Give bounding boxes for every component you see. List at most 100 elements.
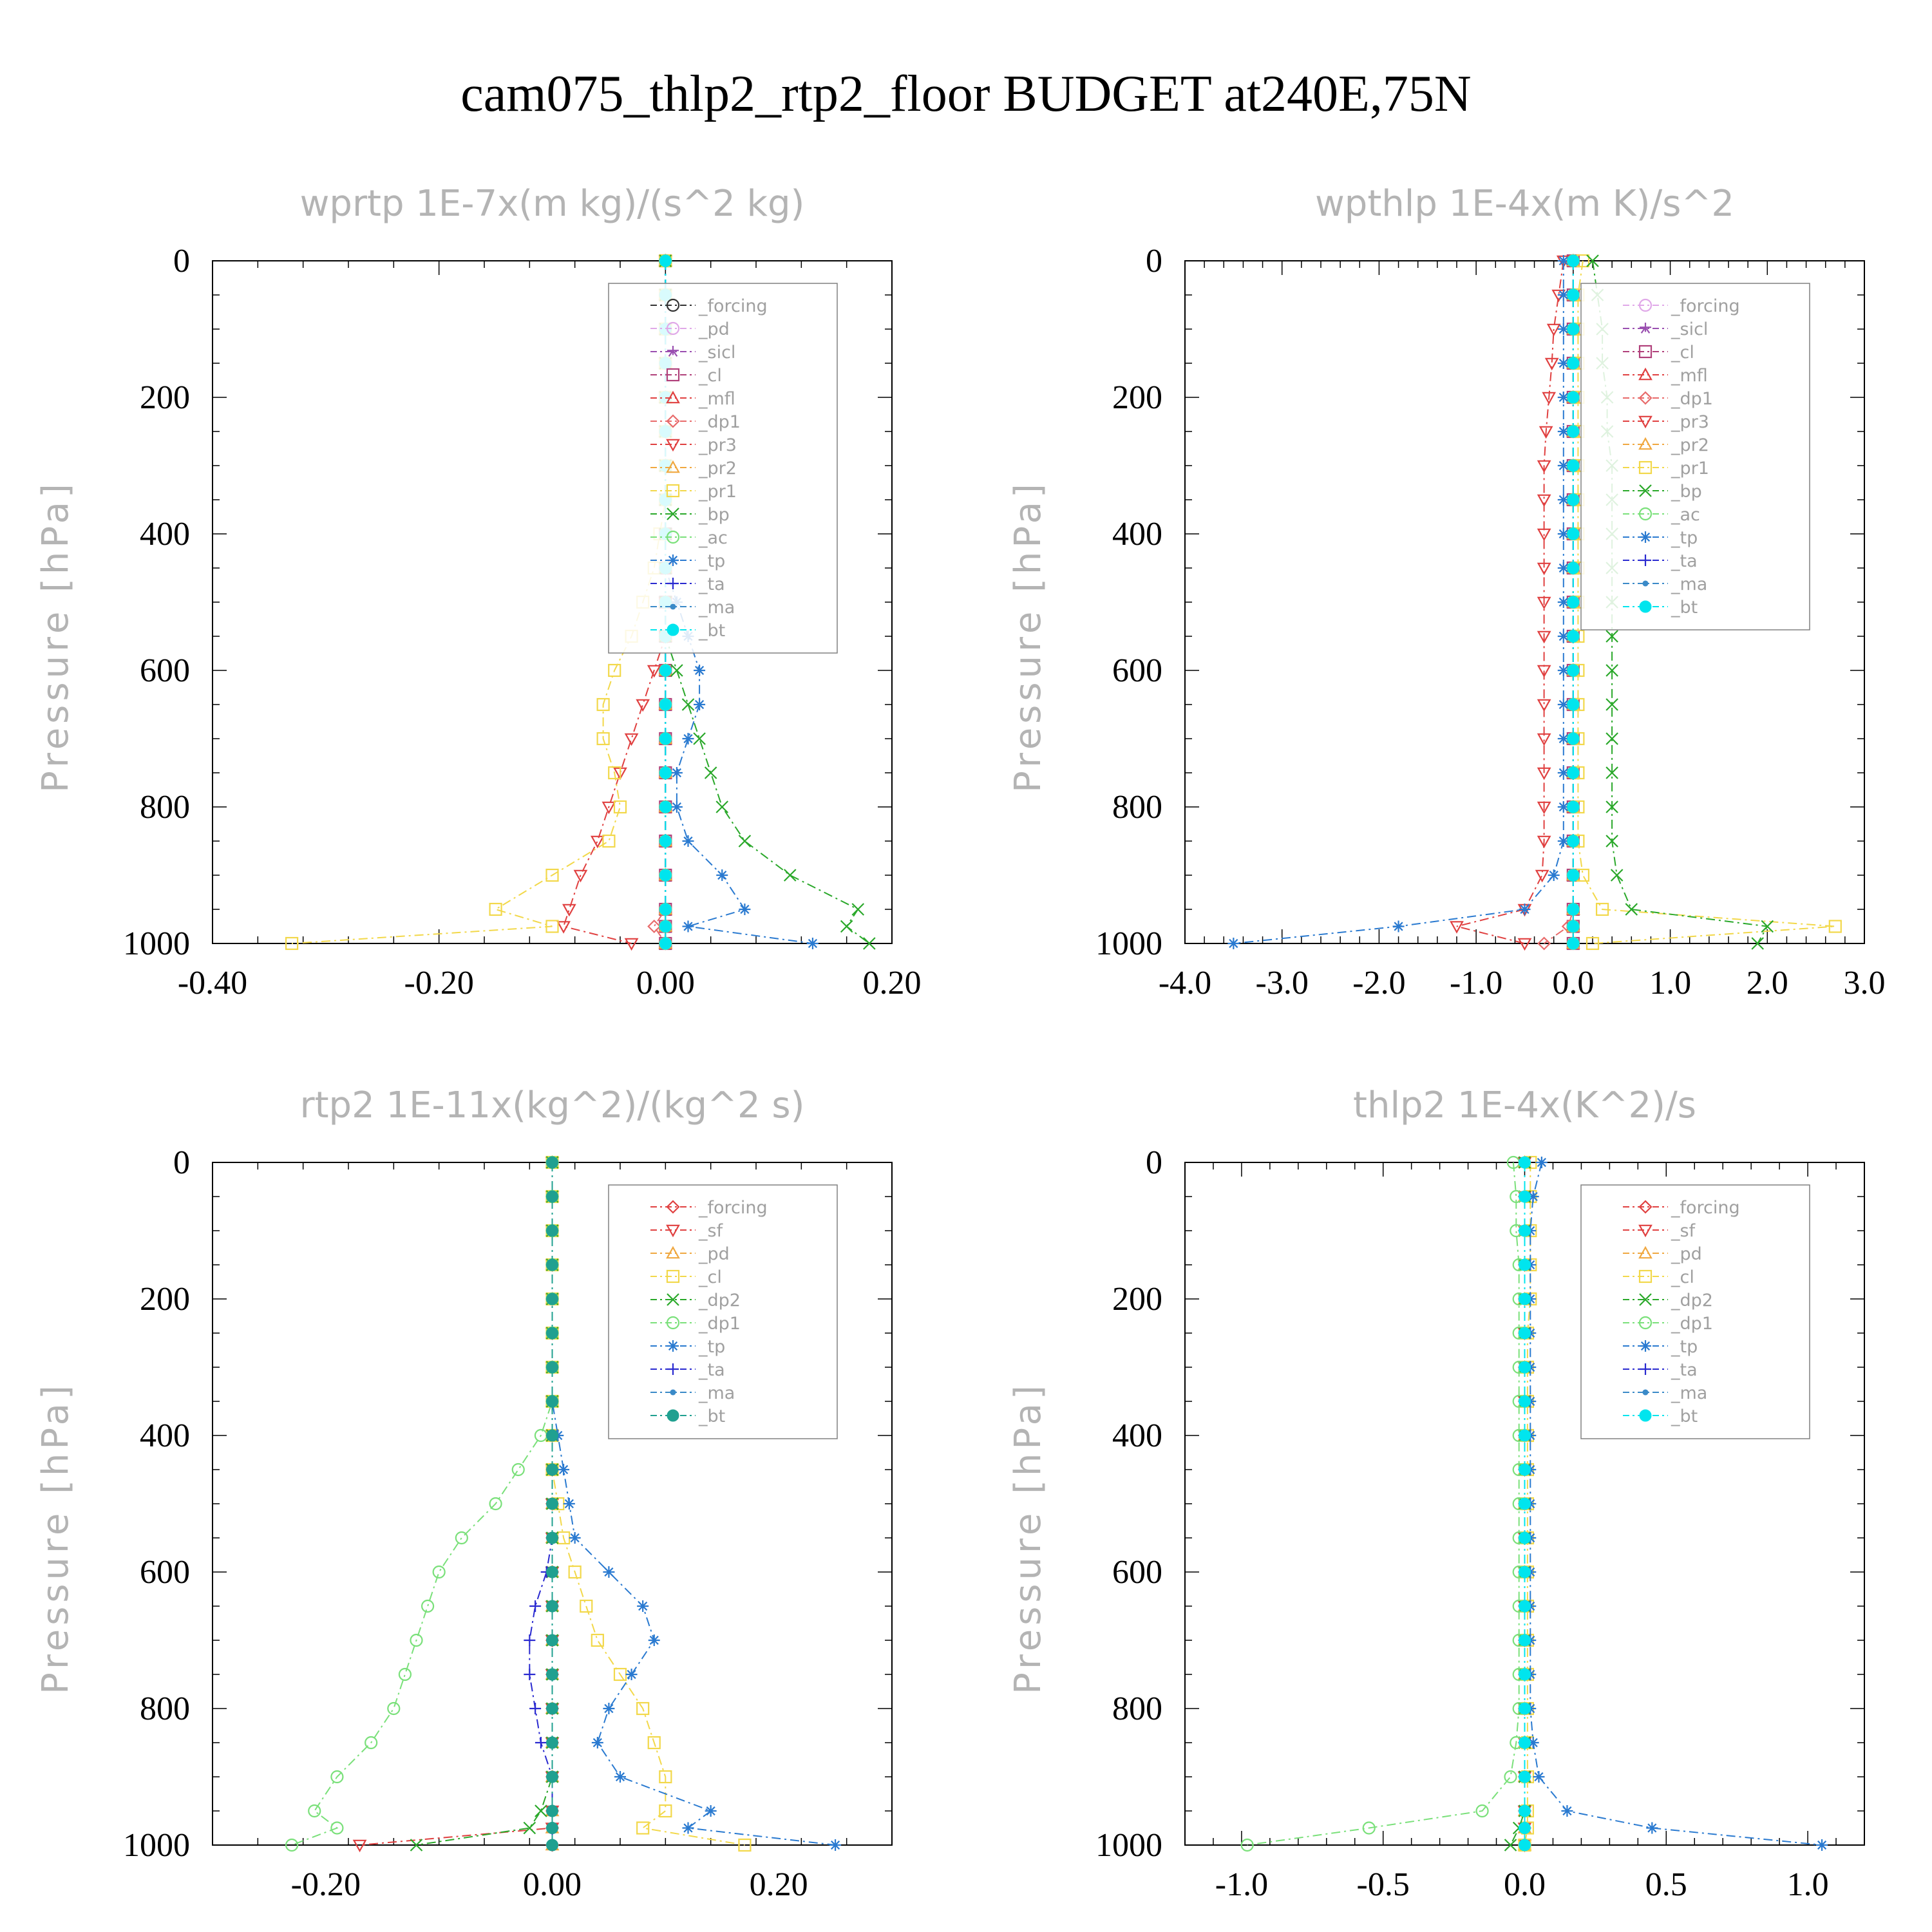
data-point — [1605, 732, 1618, 745]
data-point — [1535, 869, 1549, 883]
data-point — [1567, 459, 1580, 472]
y-tick-label: 600 — [140, 652, 190, 689]
legend-entry: _tp — [1623, 1337, 1698, 1357]
series-dp1 — [1240, 1155, 1526, 1852]
data-point — [1567, 937, 1580, 950]
data-point — [1519, 1566, 1531, 1578]
y-tick-label: 0 — [1146, 243, 1162, 279]
data-point — [1567, 800, 1580, 813]
figure-title: cam075_thlp2_rtp2_floor BUDGET at240E,75… — [460, 66, 1471, 122]
data-point — [546, 1702, 558, 1715]
data-point — [546, 1770, 558, 1783]
x-tick-label: -2.0 — [1352, 965, 1405, 1001]
legend-label: _ac — [1671, 505, 1700, 525]
legend-marker — [667, 346, 679, 357]
data-point — [1519, 1839, 1531, 1852]
data-point — [659, 920, 672, 933]
legend-marker — [667, 578, 679, 589]
data-point — [1561, 1805, 1573, 1817]
legend-label: _pr1 — [698, 482, 737, 502]
data-point — [659, 835, 672, 848]
legend-entry: _cl — [650, 366, 722, 386]
legend-marker — [666, 1245, 680, 1259]
y-tick-label: 200 — [1112, 1281, 1162, 1318]
y-axis-label: Pressure [hPa] — [1007, 1381, 1049, 1694]
legend-label: _pr2 — [698, 459, 737, 478]
data-point — [1567, 562, 1580, 574]
data-point — [694, 699, 706, 710]
data-point — [529, 1703, 542, 1714]
x-tick-label: 2.0 — [1747, 965, 1788, 1001]
data-point — [1567, 732, 1580, 745]
data-point — [489, 1497, 502, 1511]
legend-marker — [667, 1340, 679, 1352]
series-line — [1247, 1162, 1520, 1846]
data-point — [659, 1770, 672, 1784]
legend-marker — [666, 484, 680, 498]
data-point — [1567, 527, 1580, 540]
y-tick-label: 800 — [1112, 1690, 1162, 1727]
panel-title: wpthlp 1E-4x(m K)/s^2 — [1315, 183, 1734, 225]
data-point — [455, 1531, 468, 1545]
legend-marker — [666, 368, 680, 382]
legend-entry: _sf — [1623, 1221, 1696, 1241]
legend-marker — [1640, 554, 1651, 566]
legend-label: _mfl — [698, 389, 735, 409]
data-point — [523, 1821, 536, 1835]
data-point — [596, 732, 610, 746]
legend-marker — [1639, 600, 1652, 613]
data-point — [421, 1599, 435, 1613]
legend-box — [608, 1184, 838, 1439]
panel-title: wprtp 1E-7x(m kg)/(s^2 kg) — [300, 183, 805, 225]
data-point — [1537, 562, 1551, 576]
legend-marker — [666, 1200, 680, 1214]
data-point — [693, 732, 706, 745]
data-point — [410, 1839, 423, 1852]
data-point — [783, 869, 797, 882]
legend-marker — [1640, 1340, 1651, 1352]
x-tick-label: 0.20 — [863, 965, 922, 1001]
legend-label: _sf — [698, 1221, 724, 1241]
legend-label: _tp — [1671, 528, 1698, 548]
legend-entry: _ta — [1623, 1360, 1698, 1380]
data-point — [1557, 255, 1569, 267]
data-point — [1519, 1224, 1531, 1237]
legend-label: _pd — [698, 319, 730, 339]
legend-label: _cl — [698, 1267, 722, 1287]
data-point — [624, 938, 639, 951]
data-point — [1539, 426, 1553, 439]
data-point — [1816, 1839, 1828, 1851]
legend-marker — [1638, 1245, 1653, 1259]
x-tick-label: -1.0 — [1215, 1866, 1268, 1903]
data-point — [1475, 1804, 1489, 1818]
data-point — [1519, 1156, 1531, 1169]
data-point — [851, 903, 865, 916]
legend-label: _forcing — [698, 1198, 768, 1218]
legend-marker — [1638, 437, 1653, 450]
data-point — [546, 1634, 558, 1647]
legend-marker — [667, 554, 679, 566]
data-point — [648, 1634, 660, 1646]
data-point — [647, 1736, 661, 1750]
legend-entry: _tp — [1623, 528, 1698, 548]
data-point — [590, 835, 605, 849]
legend-marker — [1640, 1363, 1651, 1375]
y-tick-label: 1000 — [1095, 925, 1162, 962]
legend-marker — [666, 1316, 680, 1330]
x-tick-label: -3.0 — [1256, 965, 1309, 1001]
data-point — [1567, 835, 1580, 848]
legend-entry: _sf — [650, 1221, 724, 1241]
data-point — [580, 1599, 593, 1613]
legend-label: _bt — [1671, 598, 1698, 618]
y-tick-label: 800 — [140, 1690, 190, 1727]
series-line — [1577, 260, 1835, 944]
data-point — [1537, 767, 1551, 781]
legend-marker — [1642, 1389, 1649, 1396]
legend-marker — [1638, 298, 1653, 312]
data-point — [704, 766, 717, 779]
x-tick-label: -0.20 — [291, 1866, 361, 1903]
data-point — [546, 1293, 558, 1305]
panel-2: wpthlp 1E-4x(m K)/s^2 Pressure [hPa] 0 200 4… — [1007, 183, 1886, 1001]
legend-entry: _tp — [650, 551, 725, 571]
